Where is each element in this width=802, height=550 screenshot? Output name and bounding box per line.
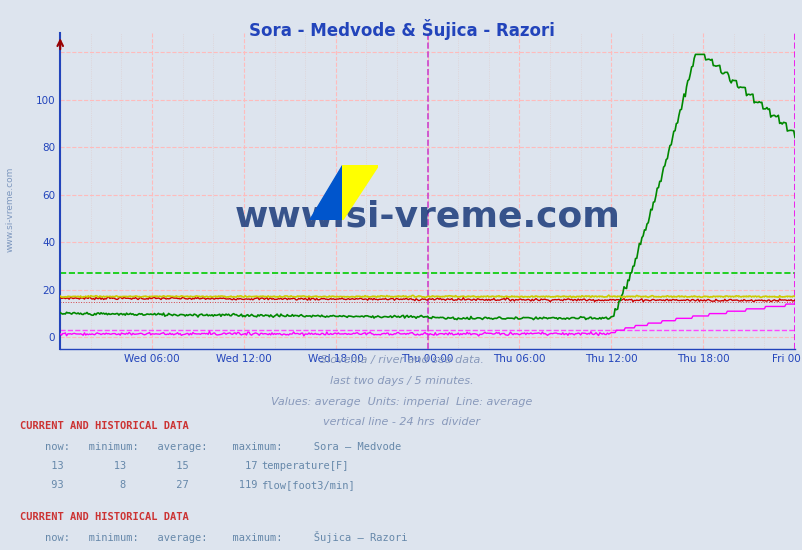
Text: temperature[F]: temperature[F] bbox=[261, 460, 348, 471]
Text: CURRENT AND HISTORICAL DATA: CURRENT AND HISTORICAL DATA bbox=[20, 421, 188, 431]
Text: Slovenia / river and sea data.: Slovenia / river and sea data. bbox=[319, 355, 483, 365]
Text: 93         8        27        119: 93 8 27 119 bbox=[20, 480, 257, 491]
Text: now:   minimum:   average:    maximum:     Šujica – Razori: now: minimum: average: maximum: Šujica –… bbox=[20, 531, 407, 543]
Text: last two days / 5 minutes.: last two days / 5 minutes. bbox=[330, 376, 472, 386]
Text: 13        13        15         17: 13 13 15 17 bbox=[20, 460, 257, 471]
Text: www.si-vreme.com: www.si-vreme.com bbox=[5, 166, 14, 252]
Text: now:   minimum:   average:    maximum:     Sora – Medvode: now: minimum: average: maximum: Sora – M… bbox=[20, 442, 401, 452]
Text: www.si-vreme.com: www.si-vreme.com bbox=[234, 200, 620, 233]
Text: CURRENT AND HISTORICAL DATA: CURRENT AND HISTORICAL DATA bbox=[20, 512, 188, 522]
Polygon shape bbox=[342, 165, 377, 220]
Text: vertical line - 24 hrs  divider: vertical line - 24 hrs divider bbox=[322, 417, 480, 427]
Text: Sora - Medvode & Šujica - Razori: Sora - Medvode & Šujica - Razori bbox=[249, 19, 553, 40]
Polygon shape bbox=[309, 165, 342, 220]
Text: Values: average  Units: imperial  Line: average: Values: average Units: imperial Line: av… bbox=[270, 397, 532, 406]
Text: flow[foot3/min]: flow[foot3/min] bbox=[261, 480, 354, 491]
